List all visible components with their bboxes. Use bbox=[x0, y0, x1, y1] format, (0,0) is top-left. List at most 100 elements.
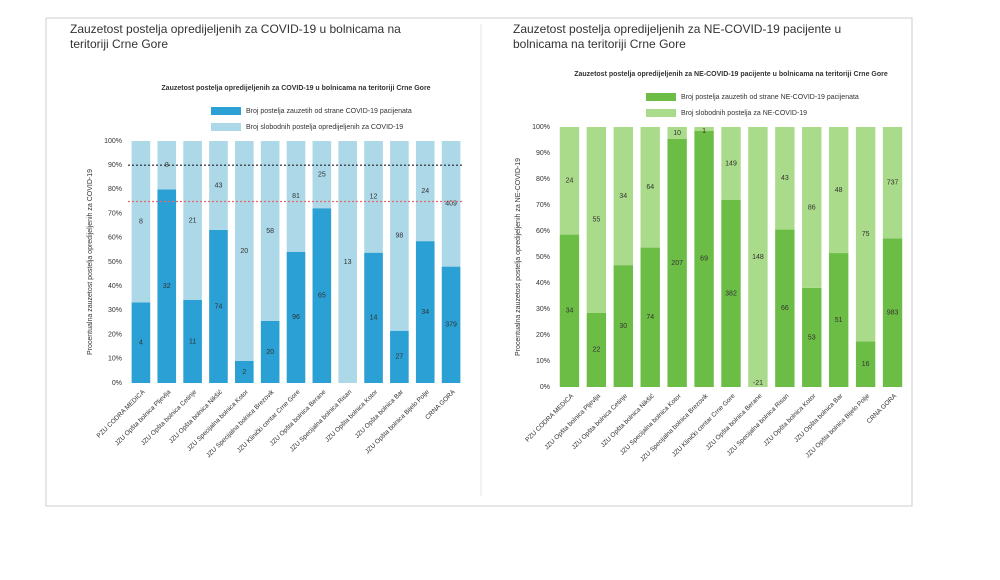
data-label: 34 bbox=[566, 308, 574, 315]
y-tick-label: 60% bbox=[536, 228, 550, 235]
bar-segment bbox=[235, 361, 254, 383]
bar-segment bbox=[260, 320, 280, 383]
bar-segment bbox=[286, 141, 306, 252]
bar-segment bbox=[829, 127, 849, 254]
y-tick-label: 0% bbox=[112, 380, 122, 387]
legend-swatch bbox=[211, 107, 241, 115]
bar-segment bbox=[441, 141, 461, 267]
y-tick-label: 0% bbox=[540, 384, 550, 391]
y-tick-label: 10% bbox=[536, 358, 550, 365]
y-tick-label: 60% bbox=[108, 235, 122, 242]
data-label: 34 bbox=[421, 309, 429, 316]
data-label: 8 bbox=[139, 219, 143, 226]
data-label: 81 bbox=[292, 193, 300, 200]
y-tick-label: 50% bbox=[108, 259, 122, 266]
data-label: 65 bbox=[318, 292, 326, 299]
bar-segment bbox=[802, 287, 822, 387]
y-tick-label: 80% bbox=[536, 176, 550, 183]
data-label: 66 bbox=[781, 305, 789, 312]
bar-segment bbox=[312, 141, 332, 209]
y-tick-label: 100% bbox=[532, 124, 550, 131]
data-label: 149 bbox=[725, 160, 737, 167]
bar-segment bbox=[209, 229, 228, 383]
data-label: 24 bbox=[421, 188, 429, 195]
bar-segment bbox=[640, 247, 660, 387]
data-label: 34 bbox=[619, 193, 627, 200]
data-label: 27 bbox=[395, 354, 403, 361]
data-label: 10 bbox=[673, 130, 681, 137]
data-label: -21 bbox=[753, 380, 763, 387]
chart-title: Zauzetost postelja opredijeljenih za NE-… bbox=[574, 71, 888, 78]
bar-segment bbox=[559, 234, 580, 387]
data-label: 21 bbox=[189, 217, 197, 224]
bar-segment bbox=[748, 127, 768, 387]
data-label: 16 bbox=[862, 361, 870, 368]
y-tick-label: 30% bbox=[108, 307, 122, 314]
data-label: 20 bbox=[266, 349, 274, 356]
data-label: 20 bbox=[240, 248, 248, 255]
bar-segment bbox=[882, 127, 903, 239]
bar-segment bbox=[667, 138, 687, 387]
bar-segment bbox=[613, 127, 633, 266]
data-label: 43 bbox=[781, 175, 789, 182]
y-tick-label: 100% bbox=[104, 138, 122, 145]
bar-segment bbox=[209, 141, 228, 230]
bar-segment bbox=[667, 127, 687, 139]
data-label: 409 bbox=[445, 201, 457, 208]
data-label: 22 bbox=[592, 347, 600, 354]
y-tick-label: 20% bbox=[536, 332, 550, 339]
bar-segment bbox=[157, 141, 177, 190]
bar-segment bbox=[882, 238, 903, 387]
data-label: 983 bbox=[887, 310, 899, 317]
data-label: 2 bbox=[242, 369, 246, 376]
data-label: 4 bbox=[139, 340, 143, 347]
bar-segment bbox=[559, 127, 580, 235]
legend-swatch bbox=[211, 123, 241, 131]
data-label: 64 bbox=[646, 184, 654, 191]
data-label: 74 bbox=[646, 314, 654, 321]
data-label: 98 bbox=[395, 233, 403, 240]
y-tick-label: 10% bbox=[108, 356, 122, 363]
data-label: 58 bbox=[266, 228, 274, 235]
bar-segment bbox=[775, 229, 795, 387]
data-label: 69 bbox=[700, 256, 708, 263]
bar-segment bbox=[694, 130, 714, 387]
bar-segment bbox=[855, 127, 876, 342]
bar-segment bbox=[721, 127, 741, 200]
data-label: 74 bbox=[215, 303, 223, 310]
y-tick-label: 40% bbox=[108, 283, 122, 290]
y-tick-label: 70% bbox=[108, 210, 122, 217]
legend-swatch bbox=[646, 109, 676, 117]
bar-segment bbox=[586, 127, 607, 313]
bar-segment bbox=[721, 199, 741, 387]
plot-area bbox=[131, 141, 461, 383]
legend-label: Broj slobodnih postelja opredijeljenih z… bbox=[246, 124, 403, 131]
bar-segment bbox=[364, 252, 383, 383]
data-label: 148 bbox=[752, 254, 764, 261]
data-label: 24 bbox=[566, 178, 574, 185]
data-label: 53 bbox=[808, 334, 816, 341]
y-tick-label: 40% bbox=[536, 280, 550, 287]
y-tick-label: 70% bbox=[536, 202, 550, 209]
data-label: 13 bbox=[344, 259, 352, 266]
data-label: 11 bbox=[189, 338, 196, 345]
data-label: 379 bbox=[445, 322, 457, 329]
bar-segment bbox=[183, 141, 202, 300]
card-title: Zauzetost postelja opredijeljenih za NE-… bbox=[513, 22, 841, 51]
data-label: 55 bbox=[592, 217, 600, 224]
bar-segment bbox=[131, 302, 151, 383]
bar-segment bbox=[415, 241, 435, 383]
bar-segment bbox=[855, 341, 876, 387]
bar-segment bbox=[183, 299, 202, 383]
bar-segment bbox=[441, 266, 461, 383]
bar-segment bbox=[157, 189, 177, 383]
data-label: 25 bbox=[318, 171, 326, 178]
data-label: 96 bbox=[292, 314, 300, 321]
data-label: 51 bbox=[835, 317, 843, 324]
bar-segment bbox=[613, 265, 633, 387]
plot-area bbox=[559, 127, 903, 387]
data-label: 207 bbox=[671, 260, 683, 267]
data-label: 737 bbox=[887, 180, 899, 187]
